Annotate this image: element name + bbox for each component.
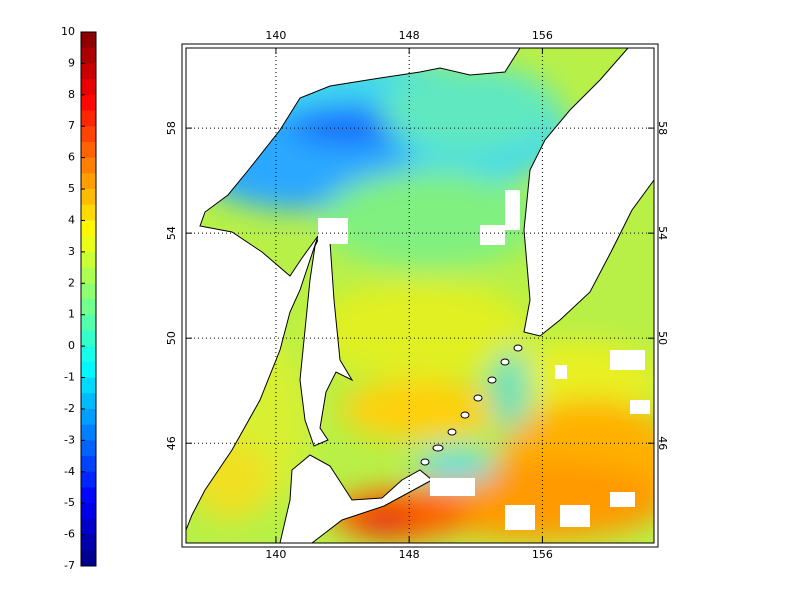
lon-label-top: 156 <box>532 29 553 42</box>
colorbar-tick-label: -7 <box>64 559 75 572</box>
field <box>186 48 654 543</box>
colorbar-band <box>81 47 96 64</box>
colorbar-band <box>81 189 96 206</box>
lat-label-right: 58 <box>656 121 669 135</box>
colorbar-tick-label: 8 <box>68 88 75 101</box>
colorbar-tick-label: 9 <box>68 56 75 69</box>
graticule: 140 140 148 148 156 156 46 46 50 50 54 54 58 58 <box>165 29 669 561</box>
colorbar-tick-label: -6 <box>64 528 75 541</box>
colorbar-band <box>81 32 96 49</box>
colorbar-band <box>81 408 96 426</box>
colorbar-band <box>81 299 96 316</box>
colorbar-band <box>81 173 96 190</box>
colorbar-band <box>81 251 96 269</box>
lat-label-left: 54 <box>165 226 178 240</box>
hokkaido <box>279 454 433 543</box>
lat-label-right: 54 <box>656 226 669 240</box>
lon-label-bottom: 140 <box>265 548 286 561</box>
colorbar-band <box>81 141 96 159</box>
colorbar-band <box>81 126 96 143</box>
kuril-islands <box>420 344 523 466</box>
colorbar-band <box>81 456 96 473</box>
colorbar-band <box>81 377 96 394</box>
colorbar-band <box>81 267 96 284</box>
colorbar-tick-label: 5 <box>68 182 75 195</box>
mainland <box>186 48 521 531</box>
kamchatka <box>523 48 654 337</box>
colorbar-frame <box>80 31 97 567</box>
colorbar-band <box>81 550 96 567</box>
colorbar-band <box>81 346 96 363</box>
colorbar-band <box>81 63 96 80</box>
colorbar-band <box>81 236 96 253</box>
colorbar-band <box>81 503 96 520</box>
colorbar-tick-label: -2 <box>64 402 75 415</box>
map-frame-outer <box>181 43 659 548</box>
colorbar-tick-label: 1 <box>68 308 75 321</box>
colorbar-tick-label: 7 <box>68 119 75 132</box>
colorbar-tick-label: -1 <box>64 371 75 384</box>
colorbar-band <box>81 157 96 174</box>
colorbar-band <box>81 204 96 221</box>
colorbar-band <box>81 361 96 379</box>
colorbar-band <box>81 471 96 488</box>
lat-label-left: 46 <box>165 436 178 450</box>
colorbar-tick-label: 6 <box>68 151 75 164</box>
colorbar-tick-label: -5 <box>64 496 75 509</box>
colorbar-band <box>81 424 96 441</box>
colorbar-band <box>81 534 96 551</box>
lon-label-bottom: 148 <box>399 548 420 561</box>
lon-label-top: 140 <box>265 29 286 42</box>
colorbar-tick-label: 10 <box>61 25 75 38</box>
colorbar-band <box>81 393 96 410</box>
colorbar-band <box>81 518 96 536</box>
colorbar-band <box>81 487 96 504</box>
colorbar-band <box>81 283 96 300</box>
colorbar-tick-label: -3 <box>64 433 75 446</box>
no-data <box>318 190 650 530</box>
lon-label-top: 148 <box>399 29 420 42</box>
lon-label-bottom: 156 <box>532 548 553 561</box>
colorbar-tick-label: -4 <box>64 465 75 478</box>
colorbar-band <box>81 314 96 331</box>
lat-label-left: 58 <box>165 121 178 135</box>
lat-label-right: 46 <box>656 436 669 450</box>
colorbar-band <box>81 440 96 457</box>
colorbar-band <box>81 330 96 347</box>
colorbar-tick-label: 3 <box>68 245 75 258</box>
colorbar-band <box>81 94 96 112</box>
map-frame <box>185 47 655 544</box>
colorbar-tick-label: 2 <box>68 276 75 289</box>
colorbar-tick-label: 4 <box>68 213 75 226</box>
colorbar-band <box>81 79 96 96</box>
lat-label-left: 50 <box>165 331 178 345</box>
colorbar-band <box>81 110 96 127</box>
sakhalin <box>299 235 354 447</box>
colorbar-tick-label: 0 <box>68 339 75 352</box>
colorbar-band <box>81 220 96 237</box>
lat-label-right: 50 <box>656 331 669 345</box>
